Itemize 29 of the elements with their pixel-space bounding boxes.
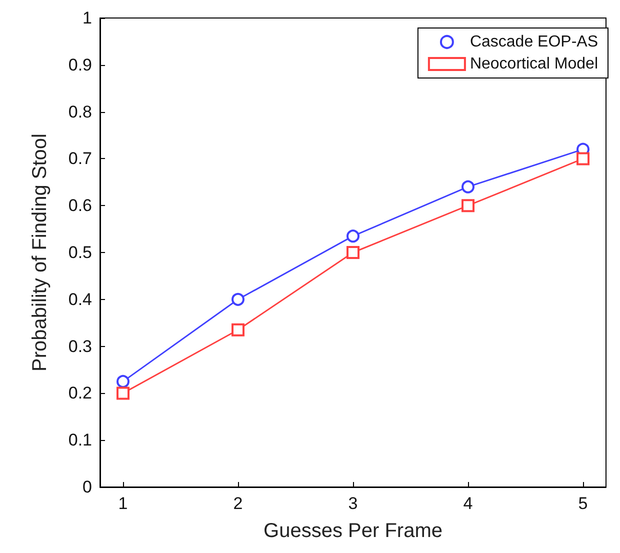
y-tick-label: 0.1 <box>68 430 92 450</box>
point <box>346 230 360 243</box>
x-tick-label: 5 <box>578 494 588 513</box>
point <box>576 152 590 166</box>
y-tick-label: 0.7 <box>68 149 92 168</box>
point <box>346 246 360 259</box>
y-tick-label: 0.3 <box>68 336 92 356</box>
x-tick-label: 1 <box>118 494 128 513</box>
y-tick-label: 0.2 <box>68 384 92 403</box>
y-tick-label: 0 <box>82 478 92 496</box>
x-axis-title: Guesses Per Frame <box>264 520 442 542</box>
x-tick-label: 2 <box>233 494 243 513</box>
point <box>462 180 474 194</box>
y-tick-label: 0.5 <box>68 243 92 262</box>
point <box>232 292 244 306</box>
y-tick-label: 1 <box>82 8 92 28</box>
legend-label: Neocortical Model <box>470 56 598 72</box>
y-tick-label: 0.8 <box>68 102 92 122</box>
y-tick-label: 0.4 <box>68 290 92 309</box>
point <box>116 386 130 400</box>
point <box>232 323 244 336</box>
point <box>116 374 130 388</box>
y-tick-label: 0.9 <box>68 55 92 74</box>
y-axis-title: Probability of Finding Stool <box>29 134 51 372</box>
y-tick-label: 0.6 <box>68 196 92 216</box>
legend-label: Cascade EOP-AS <box>470 34 598 50</box>
point <box>462 199 474 212</box>
x-tick-label: 4 <box>463 494 473 513</box>
x-tick-label: 3 <box>348 494 358 513</box>
